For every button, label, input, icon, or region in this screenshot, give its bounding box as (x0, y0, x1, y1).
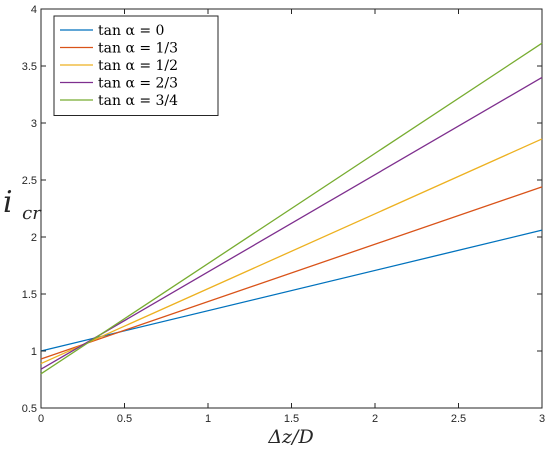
ticks-layer: 0 0.5 1 1.5 2 2.5 30.511.522.533.54 (22, 4, 545, 425)
x-tick-label: 0 (38, 413, 44, 425)
series-line (40, 76, 543, 370)
y-tick-label: 0.5 (22, 403, 37, 415)
legend-box (53, 15, 219, 116)
legend-label: tan α = 1/2 (98, 58, 178, 74)
legend-label: tan α = 0 (98, 23, 164, 39)
x-tick-label: 0.5 (117, 413, 132, 425)
x-tick-label: 2 (372, 413, 378, 425)
x-tick-label: 1 (205, 413, 211, 425)
y-tick-label: 1 (31, 346, 37, 358)
legend-label: tan α = 3/4 (98, 93, 178, 109)
y-tick-label: 3.5 (22, 61, 37, 73)
x-tick-label: 2.5 (451, 413, 466, 425)
y-tick-label: 2.5 (22, 175, 37, 187)
series-layer (40, 42, 543, 375)
y-axis-label-sub: cr (22, 203, 42, 224)
series-line (40, 186, 543, 360)
series-line (40, 138, 543, 365)
x-axis-label: Δz/D (267, 426, 313, 448)
series-line (40, 42, 543, 375)
y-tick-label: 4 (31, 4, 37, 16)
legend-label: tan α = 1/3 (98, 41, 178, 57)
y-axis-label: i cr (3, 185, 42, 224)
x-tick-label: 1.5 (284, 413, 299, 425)
y-tick-label: 1.5 (22, 289, 37, 301)
y-tick-label: 3 (31, 118, 37, 130)
legend-label: tan α = 2/3 (98, 76, 178, 92)
y-axis-label-main: i (3, 185, 13, 220)
x-tick-label: 3 (539, 413, 545, 425)
y-tick-label: 2 (31, 232, 37, 244)
